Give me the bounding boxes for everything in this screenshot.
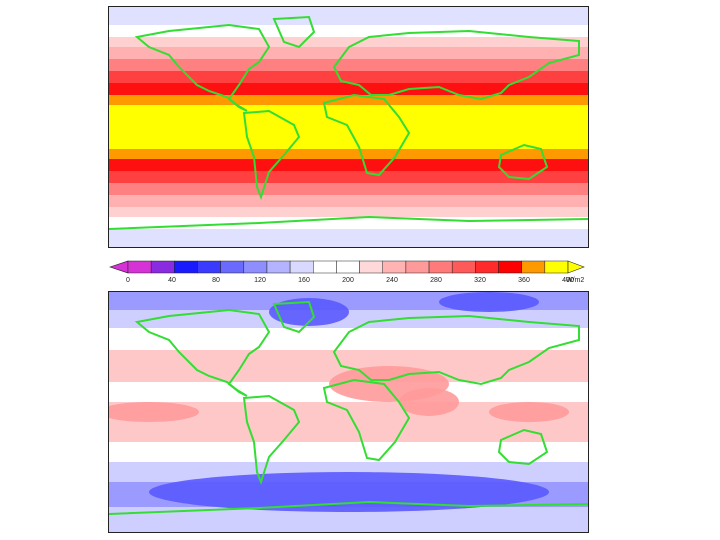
colorbar: 0 40 80 120 160 200 240 280 320 360 400 W/m2 xyxy=(109,260,585,284)
colorbar-tick-label: 160 xyxy=(298,277,310,284)
colorbar-cell xyxy=(451,260,476,274)
band xyxy=(109,105,588,127)
band xyxy=(109,171,588,183)
field-region xyxy=(109,402,199,422)
band xyxy=(109,71,588,83)
colorbar-cell xyxy=(336,260,360,274)
field-region xyxy=(109,328,588,350)
colorbar-cell xyxy=(313,260,337,274)
band xyxy=(109,229,588,247)
coastlines xyxy=(109,300,588,515)
coastlines xyxy=(109,15,588,230)
colorbar-tick-label: 0 xyxy=(126,277,130,284)
band xyxy=(109,195,588,207)
flux-field xyxy=(109,292,588,532)
colorbar-cell xyxy=(405,260,430,274)
coastline-segment xyxy=(272,300,316,334)
colorbar-tick-labels: 0 40 80 120 160 200 240 280 320 360 400 xyxy=(126,277,574,284)
colorbar-cell xyxy=(127,260,152,274)
colorbar-cell xyxy=(197,260,221,274)
coastline-segment xyxy=(242,394,301,485)
colorbar-tick-label: 280 xyxy=(430,277,442,284)
field-region xyxy=(399,388,459,416)
bottom-map-panel xyxy=(108,291,589,533)
colorbar-tick-label: 360 xyxy=(518,277,530,284)
colorbar-cells xyxy=(109,260,585,274)
colorbar-tick-label: 120 xyxy=(254,277,266,284)
colorbar-cell xyxy=(266,260,291,274)
band xyxy=(109,95,588,105)
coastline-segment xyxy=(497,428,549,466)
coastline-segment xyxy=(322,378,411,462)
colorbar-arrow-left xyxy=(109,260,129,274)
band xyxy=(109,25,588,37)
colorbar-cell xyxy=(174,260,198,274)
colorbar-tick-label: 320 xyxy=(474,277,486,284)
band xyxy=(109,59,588,71)
colorbar-cell xyxy=(150,260,175,274)
band xyxy=(109,127,588,149)
colorbar-tick-label: 40 xyxy=(168,277,176,284)
band xyxy=(109,37,588,47)
band xyxy=(109,207,588,217)
coastline-segment xyxy=(497,143,549,181)
colorbar-tick-label: 400 xyxy=(562,277,574,284)
band xyxy=(109,83,588,95)
colorbar-cell xyxy=(382,260,407,274)
coastline-segment xyxy=(109,215,588,230)
field-region xyxy=(439,422,499,442)
coastline-segment xyxy=(109,500,588,515)
coastline-segment xyxy=(134,23,271,112)
bottom-map-plot xyxy=(109,292,588,532)
colorbar-tick-label: 240 xyxy=(386,277,398,284)
colorbar-tick-label: 200 xyxy=(342,277,354,284)
colorbar-units: W/m2 xyxy=(566,277,584,284)
band xyxy=(109,183,588,195)
band xyxy=(109,149,588,159)
coastline-segment xyxy=(242,109,301,200)
coastline-segment xyxy=(332,314,580,386)
colorbar-cell xyxy=(359,260,383,274)
field-region xyxy=(109,310,588,328)
coastline-segment xyxy=(332,29,580,101)
coastline-segment xyxy=(134,308,271,397)
colorbar-tick-label: 80 xyxy=(212,277,220,284)
coastline-segment xyxy=(272,15,316,49)
colorbar-cell xyxy=(428,260,453,274)
band xyxy=(109,47,588,59)
colorbar-cell xyxy=(544,260,569,274)
colorbar-cell xyxy=(475,260,499,274)
field-region xyxy=(489,402,569,422)
colorbar-cell xyxy=(220,260,245,274)
coastline-segment xyxy=(322,93,411,177)
top-map-panel xyxy=(108,6,589,248)
field-region xyxy=(149,472,549,512)
colorbar-cell xyxy=(498,260,522,274)
colorbar-cell xyxy=(289,260,314,274)
band xyxy=(109,7,588,25)
zonal-bands xyxy=(109,7,588,247)
field-region xyxy=(439,292,539,312)
colorbar-cell xyxy=(521,260,546,274)
colorbar-arrow-right xyxy=(567,260,585,274)
field-region xyxy=(269,298,349,326)
band xyxy=(109,159,588,171)
field-region xyxy=(109,442,588,462)
colorbar-cell xyxy=(243,260,268,274)
top-map-plot xyxy=(109,7,588,247)
